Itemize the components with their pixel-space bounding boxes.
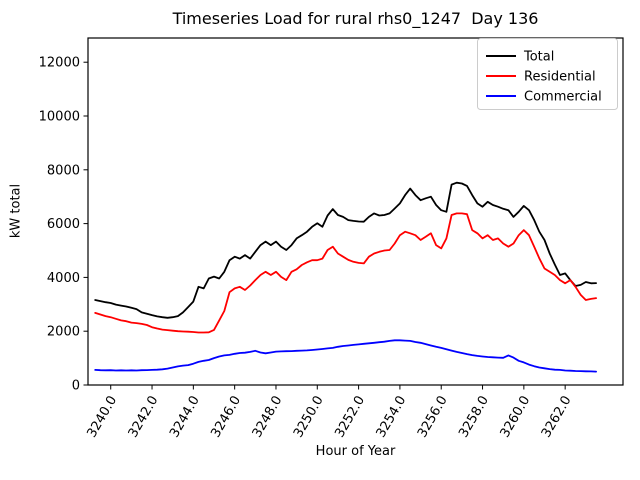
series-lines bbox=[94, 181, 597, 373]
series-line-commercial bbox=[94, 339, 597, 373]
plot-frame bbox=[87, 37, 624, 386]
x-tick-label: 3242.0 bbox=[126, 394, 162, 441]
series-line-residential bbox=[94, 212, 597, 334]
chart-title: Timeseries Load for rural rhs0_1247 Day … bbox=[172, 9, 539, 28]
x-tick-label: 3246.0 bbox=[208, 394, 244, 441]
x-tick-label: 3254.0 bbox=[374, 394, 410, 441]
x-tick-label: 3252.0 bbox=[332, 394, 368, 441]
y-tick-label: 0 bbox=[72, 379, 80, 394]
x-tick-label: 3262.0 bbox=[539, 394, 575, 441]
y-tick-label: 2000 bbox=[47, 325, 80, 340]
x-tick-label: 3256.0 bbox=[415, 394, 451, 441]
legend-label: Residential bbox=[524, 70, 596, 85]
y-tick-label: 12000 bbox=[39, 56, 80, 71]
x-tick-label: 3260.0 bbox=[498, 394, 534, 441]
legend-label: Total bbox=[523, 50, 554, 65]
x-tick-label: 3250.0 bbox=[291, 394, 327, 441]
legend-label: Commercial bbox=[524, 90, 602, 105]
x-tick-label: 3258.0 bbox=[456, 394, 492, 441]
x-tick-label: 3244.0 bbox=[167, 394, 203, 441]
x-axis-label: Hour of Year bbox=[315, 444, 396, 459]
x-tick-label: 3248.0 bbox=[250, 394, 286, 441]
y-tick-label: 8000 bbox=[47, 163, 80, 178]
x-ticks: 3240.0 3242.0 3244.0 3246.0 3248.0 3250.0 3252… bbox=[84, 385, 575, 441]
y-ticks: 0 2000 4000 6000 8000 10000 12000 bbox=[39, 56, 88, 394]
series-line-total bbox=[94, 181, 597, 319]
y-tick-label: 4000 bbox=[47, 271, 80, 286]
legend: Total Residential Commercial bbox=[477, 38, 618, 110]
x-tick-label: 3240.0 bbox=[84, 394, 120, 441]
y-tick-label: 10000 bbox=[39, 110, 80, 125]
y-tick-label: 6000 bbox=[47, 217, 80, 232]
